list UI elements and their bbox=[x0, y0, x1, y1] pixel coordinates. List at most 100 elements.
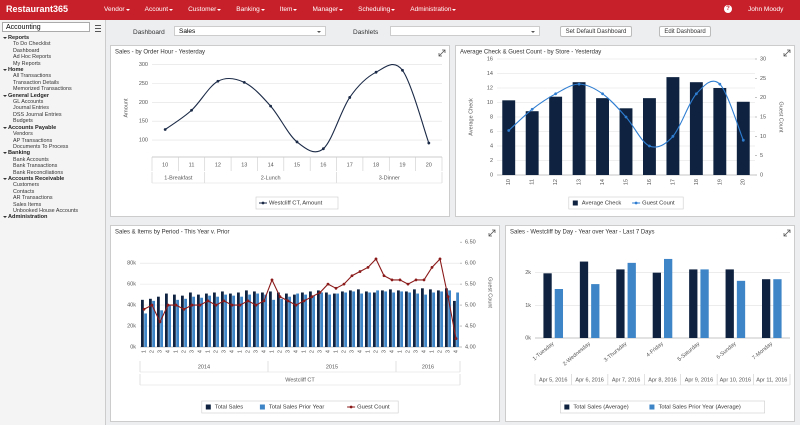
point bbox=[406, 282, 410, 286]
bar bbox=[429, 289, 432, 347]
bar bbox=[525, 111, 539, 175]
dashlets-select[interactable] bbox=[390, 26, 540, 36]
bar bbox=[424, 294, 427, 347]
x-tick-label: 13 bbox=[241, 162, 247, 168]
tree-item[interactable]: My Reports bbox=[13, 60, 41, 67]
x-tick-label: 3 bbox=[157, 350, 163, 353]
tree-item[interactable]: AR Transactions bbox=[13, 195, 53, 202]
bar bbox=[304, 294, 307, 347]
legend-label[interactable]: Total Sales Prior Year bbox=[269, 405, 324, 411]
legend-label[interactable]: Guest Count bbox=[357, 405, 390, 411]
tree-item[interactable]: Transaction Details bbox=[13, 79, 59, 86]
tree-item[interactable]: DSS Journal Entries bbox=[13, 111, 62, 118]
bar bbox=[445, 288, 448, 347]
x-tick-label: 16 bbox=[320, 162, 326, 168]
tree-section[interactable]: Accounts Payable bbox=[2, 125, 104, 131]
tree-section[interactable]: Banking bbox=[2, 150, 104, 156]
expand-icon[interactable] bbox=[438, 49, 446, 57]
y-tick-label: 2 bbox=[490, 158, 493, 164]
bar bbox=[421, 288, 424, 347]
point bbox=[174, 303, 178, 307]
tree-item[interactable]: All Transactions bbox=[13, 73, 52, 80]
expand-icon[interactable] bbox=[783, 49, 791, 57]
nav-menu-item[interactable]: Scheduling bbox=[358, 6, 396, 13]
logo[interactable]: Restaurant365 bbox=[6, 4, 69, 14]
tree-section[interactable]: Administration bbox=[2, 214, 104, 220]
tree-item[interactable]: Dashboard bbox=[13, 47, 40, 54]
tree-item[interactable]: Unbooked House Accounts bbox=[13, 207, 79, 214]
x-tick-label: 12 bbox=[215, 162, 221, 168]
nav-menu-item[interactable]: Vendor bbox=[104, 6, 130, 13]
tree-item[interactable]: AP Transactions bbox=[13, 137, 53, 144]
nav-menu-item[interactable]: Banking bbox=[236, 6, 265, 13]
tree-item[interactable]: Budgets bbox=[13, 118, 33, 125]
bar bbox=[408, 292, 411, 347]
nav-menu-item[interactable]: Administration bbox=[410, 6, 457, 13]
bar bbox=[689, 82, 703, 175]
point bbox=[238, 303, 242, 307]
x-tick-label: 4 bbox=[229, 350, 235, 353]
edit-dashboard-button[interactable]: Edit Dashboard bbox=[659, 26, 711, 37]
legend-label[interactable]: Total Sales bbox=[215, 405, 243, 411]
bar bbox=[381, 290, 384, 347]
point bbox=[206, 299, 210, 303]
legend-label[interactable]: Westcliff CT, Amount bbox=[269, 201, 323, 207]
x-tick-label: 2 bbox=[437, 350, 443, 353]
point bbox=[382, 274, 386, 278]
x-tick-label: 4 bbox=[197, 350, 203, 353]
tree-item[interactable]: Sales Items bbox=[13, 201, 42, 208]
help-button[interactable]: ? bbox=[724, 5, 732, 13]
tree-section[interactable]: General Ledger bbox=[2, 93, 104, 99]
nav-menu-item[interactable]: Customer bbox=[188, 6, 222, 13]
module-select[interactable]: Accounting bbox=[2, 22, 90, 32]
set-default-button[interactable]: Set Default Dashboard bbox=[560, 26, 632, 37]
tree-item[interactable]: Bank Reconciliations bbox=[13, 169, 64, 176]
nav-menu-item[interactable]: Manager bbox=[312, 6, 343, 13]
x-tick-label: 2 bbox=[213, 350, 219, 353]
tree-section[interactable]: Accounts Receivable bbox=[2, 176, 104, 182]
tree-item[interactable]: Vendors bbox=[13, 131, 33, 138]
tree-item[interactable]: GL Accounts bbox=[13, 99, 44, 106]
bar bbox=[237, 292, 240, 347]
point bbox=[577, 82, 581, 86]
tree-item[interactable]: Customers bbox=[13, 182, 40, 189]
x-tick-label: 2 bbox=[149, 350, 155, 353]
point bbox=[190, 303, 194, 307]
tree-item[interactable]: Contacts bbox=[13, 188, 35, 195]
point bbox=[741, 138, 745, 142]
legend-label[interactable]: Guest Count bbox=[642, 201, 675, 207]
tree-item[interactable]: Journal Entries bbox=[13, 105, 49, 112]
expand-icon[interactable] bbox=[488, 229, 496, 237]
bar bbox=[205, 293, 208, 347]
legend-swatch bbox=[634, 201, 638, 205]
bar bbox=[173, 294, 176, 347]
nav-menu-item[interactable]: Account bbox=[145, 6, 174, 13]
expand-icon[interactable] bbox=[783, 229, 791, 237]
nav-menu-item[interactable]: Item bbox=[280, 6, 298, 13]
dashlet: Sales - by Order Hour - Yesterday 100 150 2… bbox=[110, 45, 450, 217]
menu-toggle[interactable] bbox=[95, 25, 101, 32]
tree-item[interactable]: Documents To Process bbox=[13, 143, 69, 150]
user-menu[interactable]: John Moody bbox=[748, 6, 784, 13]
tree-section[interactable]: Reports bbox=[2, 35, 104, 41]
bar bbox=[554, 289, 564, 338]
dashboard-select[interactable]: Sales bbox=[174, 26, 326, 36]
tree-item[interactable]: Memorized Transactions bbox=[13, 86, 72, 93]
tree-item[interactable]: To Do Checklist bbox=[13, 41, 51, 48]
legend-label[interactable]: Total Sales (Average) bbox=[573, 405, 628, 411]
point bbox=[270, 278, 274, 282]
tree-item[interactable]: Bank Transactions bbox=[13, 163, 58, 170]
bar bbox=[619, 108, 633, 175]
legend-label[interactable]: Average Check bbox=[582, 201, 622, 207]
point bbox=[398, 278, 402, 282]
y-axis-title: Average Check bbox=[468, 98, 474, 136]
bar bbox=[296, 293, 299, 347]
point bbox=[648, 144, 651, 148]
point bbox=[334, 286, 338, 290]
tree-item[interactable]: Bank Accounts bbox=[13, 156, 49, 163]
legend-label[interactable]: Total Sales Prior Year (Average) bbox=[658, 405, 740, 411]
tree-item[interactable]: Ad Hoc Reports bbox=[13, 54, 52, 61]
bar bbox=[397, 290, 400, 347]
point bbox=[530, 107, 534, 111]
tree-section[interactable]: Home bbox=[2, 67, 104, 73]
